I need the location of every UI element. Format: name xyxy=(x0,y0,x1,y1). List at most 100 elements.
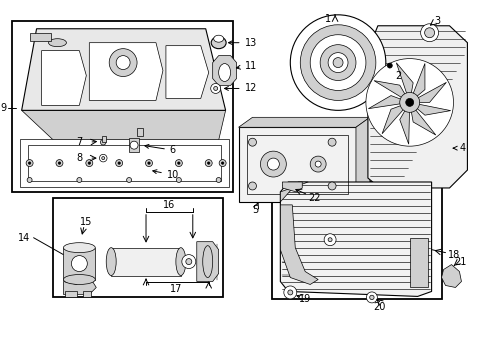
Circle shape xyxy=(211,84,220,94)
Circle shape xyxy=(328,182,336,190)
Circle shape xyxy=(205,159,212,167)
Polygon shape xyxy=(213,56,237,85)
Bar xyxy=(29,33,51,41)
Circle shape xyxy=(116,159,122,167)
Circle shape xyxy=(420,24,439,42)
Circle shape xyxy=(248,182,256,190)
Circle shape xyxy=(176,177,181,183)
Bar xyxy=(272,182,441,300)
Text: 2: 2 xyxy=(395,71,401,81)
Circle shape xyxy=(26,159,33,167)
Text: 7: 7 xyxy=(76,137,82,147)
Polygon shape xyxy=(22,111,225,140)
Polygon shape xyxy=(400,102,410,144)
Circle shape xyxy=(77,177,82,183)
Circle shape xyxy=(284,286,297,299)
Circle shape xyxy=(387,63,392,68)
Circle shape xyxy=(400,93,419,112)
Ellipse shape xyxy=(176,248,186,275)
Circle shape xyxy=(425,28,435,38)
Circle shape xyxy=(300,25,376,100)
Polygon shape xyxy=(282,182,302,192)
Circle shape xyxy=(58,162,61,164)
Circle shape xyxy=(28,162,31,164)
Polygon shape xyxy=(368,96,410,109)
Polygon shape xyxy=(410,63,425,102)
Ellipse shape xyxy=(49,39,67,47)
Text: 8: 8 xyxy=(76,153,82,163)
Polygon shape xyxy=(239,117,370,127)
Circle shape xyxy=(186,258,192,265)
Text: 6: 6 xyxy=(145,144,176,155)
Bar xyxy=(27,145,220,181)
Polygon shape xyxy=(63,279,96,294)
Text: 4: 4 xyxy=(453,143,465,153)
Text: 12: 12 xyxy=(224,84,257,94)
Circle shape xyxy=(328,53,348,72)
Polygon shape xyxy=(356,117,370,202)
Ellipse shape xyxy=(63,243,95,253)
Text: 10: 10 xyxy=(153,170,179,180)
Ellipse shape xyxy=(214,35,223,42)
Polygon shape xyxy=(410,82,446,102)
Polygon shape xyxy=(280,182,432,296)
Circle shape xyxy=(328,238,332,242)
Circle shape xyxy=(366,59,453,146)
Bar xyxy=(66,292,77,297)
Circle shape xyxy=(130,141,138,149)
Text: 20: 20 xyxy=(374,302,386,312)
Polygon shape xyxy=(89,43,163,100)
Circle shape xyxy=(290,15,386,111)
Bar xyxy=(63,248,95,279)
Bar xyxy=(239,127,356,202)
Circle shape xyxy=(310,35,366,90)
Text: 3: 3 xyxy=(435,16,441,26)
Circle shape xyxy=(27,177,32,183)
Circle shape xyxy=(175,159,182,167)
Polygon shape xyxy=(166,46,209,98)
Bar xyxy=(102,136,106,142)
Circle shape xyxy=(100,139,106,145)
Polygon shape xyxy=(382,102,410,134)
Text: 19: 19 xyxy=(299,294,311,305)
Circle shape xyxy=(219,159,226,167)
Circle shape xyxy=(99,154,107,162)
Circle shape xyxy=(118,162,121,164)
Text: 21: 21 xyxy=(455,257,467,267)
Circle shape xyxy=(208,162,210,164)
Circle shape xyxy=(268,158,279,170)
Text: 1: 1 xyxy=(325,14,331,24)
Circle shape xyxy=(116,56,130,69)
Circle shape xyxy=(146,159,152,167)
Bar xyxy=(12,21,233,192)
Text: 16: 16 xyxy=(163,200,175,210)
Text: 9: 9 xyxy=(0,103,7,113)
Bar xyxy=(20,139,229,187)
Text: 18: 18 xyxy=(447,249,460,260)
Circle shape xyxy=(182,255,196,269)
Circle shape xyxy=(367,292,377,303)
Bar xyxy=(129,138,139,152)
Circle shape xyxy=(216,177,221,183)
Bar xyxy=(111,248,181,275)
Circle shape xyxy=(288,290,293,295)
Polygon shape xyxy=(22,29,225,111)
Circle shape xyxy=(221,162,224,164)
Text: 22: 22 xyxy=(308,193,321,203)
Text: 13: 13 xyxy=(228,38,257,48)
Polygon shape xyxy=(374,81,410,102)
Circle shape xyxy=(328,138,336,146)
Polygon shape xyxy=(396,63,413,102)
Bar xyxy=(53,198,222,297)
Circle shape xyxy=(88,162,91,164)
Ellipse shape xyxy=(63,275,95,284)
Bar xyxy=(137,128,143,136)
Polygon shape xyxy=(42,51,86,105)
Text: 14: 14 xyxy=(18,233,30,243)
Ellipse shape xyxy=(219,64,231,81)
Text: 5: 5 xyxy=(252,205,259,215)
Polygon shape xyxy=(410,102,436,135)
Circle shape xyxy=(369,295,374,300)
Circle shape xyxy=(333,58,343,68)
Circle shape xyxy=(178,162,180,164)
